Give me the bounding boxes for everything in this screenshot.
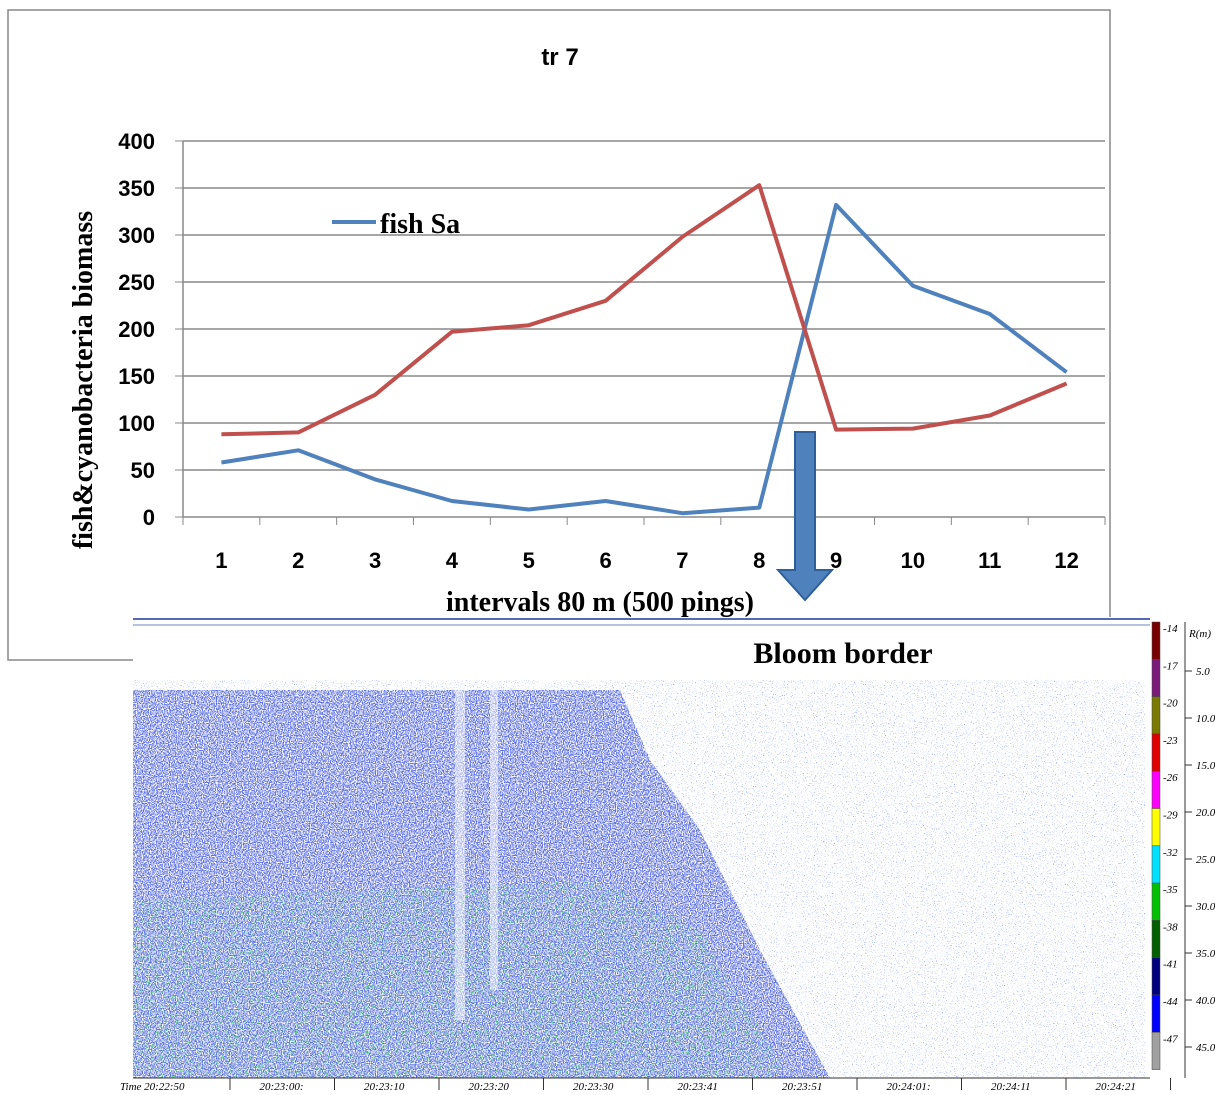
x-tick-label: 6	[599, 548, 611, 573]
series-line	[221, 202, 1068, 516]
range-tick-label: 40.0	[1196, 995, 1215, 1007]
colorbar-cell	[1151, 845, 1161, 884]
range-tick-label: 15.0	[1196, 760, 1215, 772]
range-tick-label: 10.0	[1196, 713, 1215, 725]
y-tick-label: 150	[118, 364, 155, 389]
time-label: Time 20:22:50	[120, 1081, 185, 1093]
time-label: 20:23:20	[469, 1081, 510, 1093]
colorbar-label: -35	[1163, 884, 1178, 896]
x-tick-label: 7	[676, 548, 688, 573]
range-tick-label: 20.0	[1196, 807, 1215, 819]
time-label: 20:24:01:	[887, 1081, 931, 1093]
time-label: 20:24:21	[1096, 1081, 1136, 1093]
range-label: R(m)	[1188, 628, 1211, 640]
colorbar-cell	[1151, 808, 1161, 847]
colorbar-label: -44	[1163, 996, 1178, 1008]
x-axis-title: intervals 80 m (500 pings)	[446, 587, 754, 618]
colorbar-cell	[1151, 733, 1161, 772]
x-tick-label: 3	[369, 548, 381, 573]
chart-title: tr 7	[541, 44, 578, 71]
y-tick-label: 350	[118, 176, 155, 201]
x-tick-label: 10	[901, 548, 925, 573]
y-tick-label: 200	[118, 317, 155, 342]
range-tick-label: 45.0	[1196, 1042, 1215, 1054]
colorbar-cell	[1151, 882, 1161, 921]
colorbar-cell	[1151, 770, 1161, 809]
range-tick-label: 5.0	[1196, 666, 1210, 678]
colorbar-cell	[1151, 994, 1161, 1033]
arrow	[775, 431, 835, 602]
annotation: Bloom border	[753, 637, 932, 670]
y-tick-label: 100	[118, 411, 155, 436]
x-tick-label: 5	[523, 548, 535, 573]
y-tick-label: 0	[143, 505, 155, 530]
colorbar-cell	[1151, 920, 1161, 958]
time-label: 20:24:11	[991, 1081, 1031, 1093]
y-tick-label: 50	[131, 458, 155, 483]
x-tick-label: 9	[830, 548, 842, 573]
time-label: 20:23:00:	[260, 1081, 304, 1093]
x-tick-label: 11	[978, 548, 1001, 573]
echogram-streak	[455, 690, 465, 1020]
y-tick-label: 400	[118, 129, 155, 154]
echogram-streak	[490, 690, 498, 990]
colorbar-cell	[1151, 621, 1161, 660]
series-line	[221, 183, 1068, 437]
colorbar-label: -41	[1163, 959, 1178, 971]
colorbar-label: -26	[1163, 772, 1178, 784]
legend-label: fish Sa	[380, 209, 460, 240]
colorbar-label: -29	[1163, 810, 1178, 822]
colorbar-cell	[1151, 1032, 1161, 1070]
colorbar-cell	[1151, 696, 1161, 735]
x-tick-label: 2	[292, 548, 304, 573]
colorbar-cell	[1151, 957, 1161, 996]
colorbar-label: -17	[1163, 660, 1178, 672]
colorbar-cell	[1151, 659, 1161, 697]
range-tick-label: 30.0	[1195, 901, 1215, 913]
echogram-labels: Bloom border -14 -17 -20 -23 -26 -29 -32 -35 -38 -…	[120, 621, 1215, 1093]
chart-frame	[7, 9, 1111, 661]
colorbar-label: -14	[1163, 623, 1178, 635]
y-tick-label: 300	[118, 223, 155, 248]
x-tick-label: 1	[215, 548, 227, 573]
x-tick-label: 8	[753, 548, 765, 573]
y-tick-label: 250	[118, 270, 155, 295]
range-tick-label: 25.0	[1196, 854, 1215, 866]
colorbar-label: -38	[1163, 921, 1178, 933]
time-label: 20:23:41	[678, 1081, 718, 1093]
chart: tr 7 fish&cyanobacteria biomass intervals …	[68, 44, 1106, 618]
range-tick-label: 35.0	[1195, 948, 1215, 960]
y-axis-title: fish&cyanobacteria biomass	[68, 211, 99, 549]
colorbar-label: -23	[1163, 735, 1178, 747]
colorbar-label: -20	[1163, 698, 1178, 710]
colorbar-label: -47	[1163, 1033, 1178, 1045]
x-tick-label: 12	[1054, 548, 1078, 573]
echogram: Bloom border -14 -17 -20 -23 -26 -29 -32 -35 -38 -…	[120, 617, 1215, 1095]
colorbar-label: -32	[1163, 847, 1178, 859]
time-label: 20:23:51	[782, 1081, 822, 1093]
time-label: 20:23:10	[364, 1081, 405, 1093]
time-label: 20:23:30	[573, 1081, 614, 1093]
x-tick-label: 4	[446, 548, 459, 573]
